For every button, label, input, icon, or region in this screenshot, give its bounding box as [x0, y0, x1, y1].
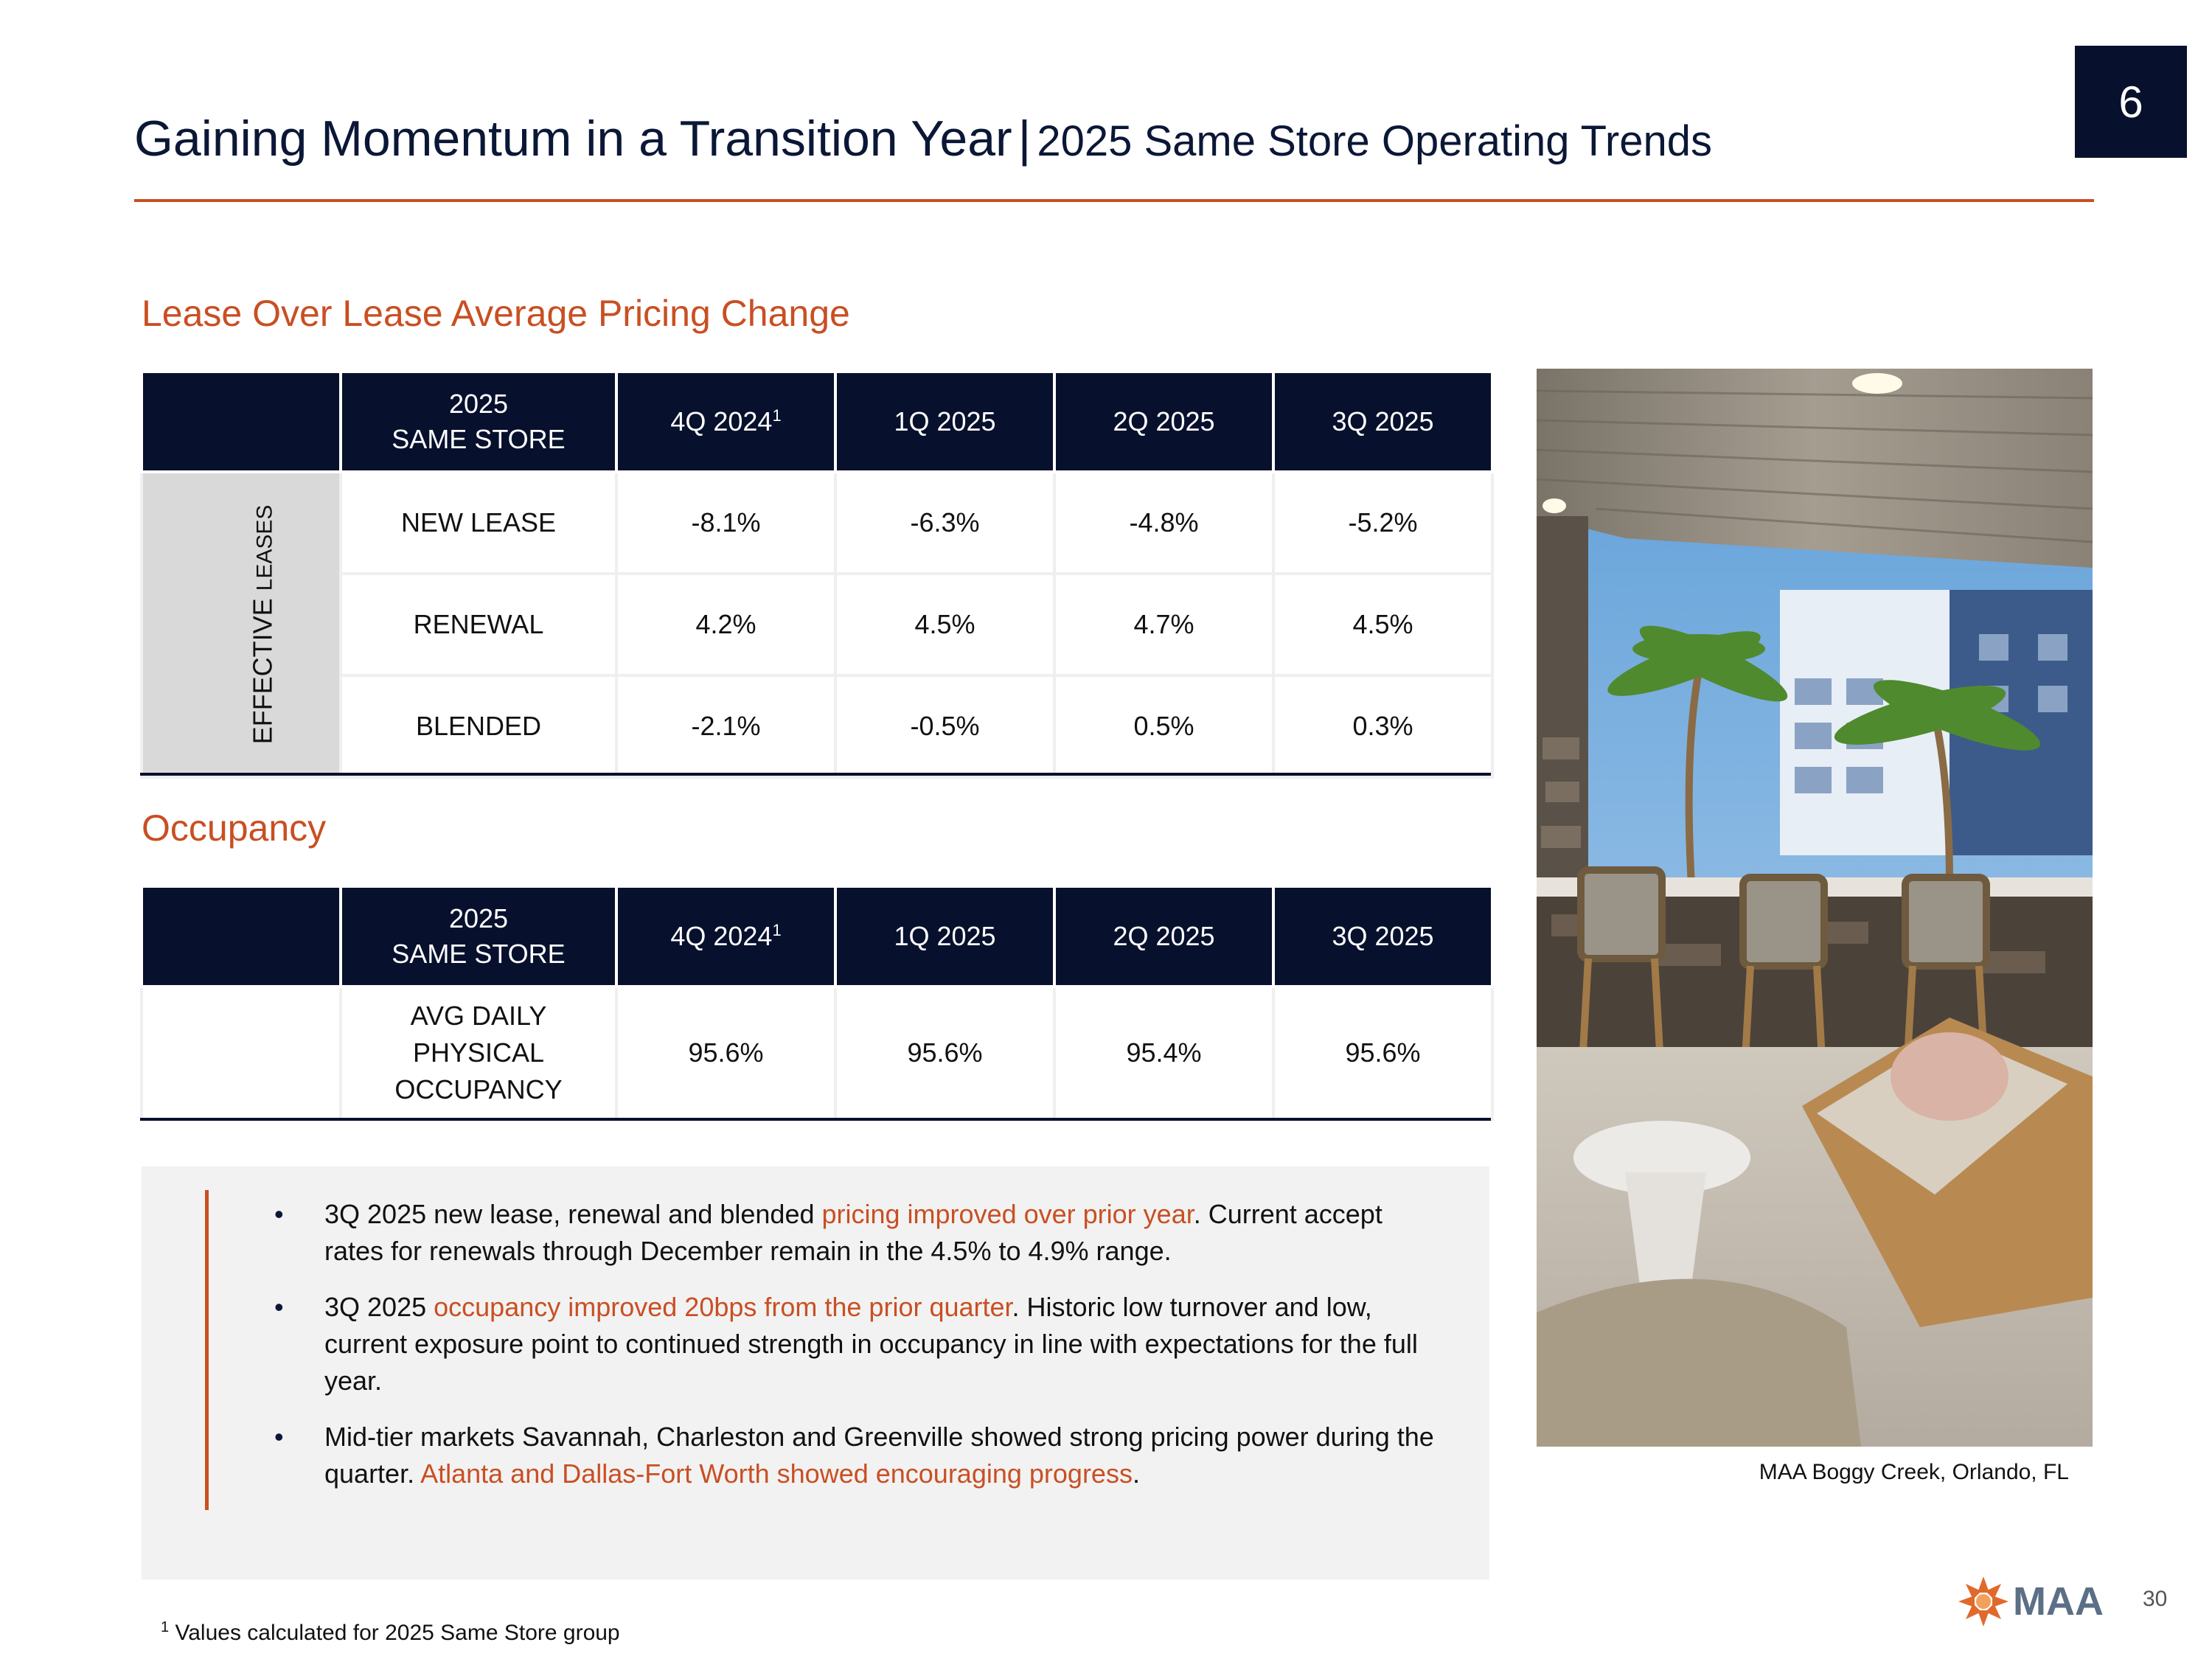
occupancy-section-heading: Occupancy — [142, 807, 327, 849]
bullet-text: 3Q 2025 new lease, renewal and blended — [324, 1199, 822, 1229]
maa-logo-text: MAA — [2013, 1579, 2104, 1624]
list-item: • Mid-tier markets Savannah, Charleston a… — [274, 1419, 1447, 1492]
bullet-highlight: Atlanta and Dallas-Fort Worth showed enc… — [420, 1458, 1133, 1489]
bullet-highlight: occupancy improved 20bps from the prior … — [434, 1292, 1012, 1322]
cell-value: 4.7% — [1053, 572, 1275, 677]
header-blank-cell — [140, 370, 342, 473]
occupancy-table-header-row: 2025 SAME STORE 4Q 20241 1Q 2025 2Q 2025 … — [140, 885, 1494, 988]
row-label: BLENDED — [339, 674, 618, 779]
cell-value: 95.4% — [1053, 985, 1275, 1121]
cell-value: 4.5% — [1272, 572, 1494, 677]
header-same-store-line2: SAME STORE — [392, 424, 566, 454]
page-title: Gaining Momentum in a Transition Year | 20… — [134, 109, 1712, 171]
cell-value: 4.2% — [615, 572, 837, 677]
table-row: EFFECTIVE LEASES NEW LEASE -8.1% -6.3% -… — [140, 470, 1494, 779]
footnote: 1 Values calculated for 2025 Same Store … — [161, 1619, 620, 1646]
lease-section-heading: Lease Over Lease Average Pricing Change — [142, 293, 850, 334]
header-4q2024: 4Q 20241 — [615, 885, 837, 988]
photo-caption: MAA Boggy Creek, Orlando, FL — [1759, 1460, 2069, 1484]
header-same-store: 2025 SAME STORE — [339, 370, 618, 473]
table-row: RENEWAL 4.2% 4.5% 4.7% 4.5% — [142, 572, 1494, 677]
title-main: Gaining Momentum in a Transition Year — [134, 111, 1012, 167]
cell-value: -2.1% — [615, 674, 837, 779]
row-label-line2: PHYSICAL — [412, 1037, 545, 1068]
side-label-small: LEASES — [252, 504, 277, 591]
cell-value: 95.6% — [834, 985, 1056, 1121]
page-number: 30 — [2143, 1587, 2168, 1611]
header-4q2024-label: 4Q 2024 — [670, 406, 773, 437]
cell-value: 0.5% — [1053, 674, 1275, 779]
cell-value: 4.5% — [834, 572, 1056, 677]
footnote-number: 1 — [161, 1619, 170, 1635]
table-row: AVG DAILY PHYSICAL OCCUPANCY 95.6% 95.6% 9… — [140, 985, 1494, 1121]
row-label: RENEWAL — [339, 572, 618, 677]
header-same-store: 2025 SAME STORE — [339, 885, 618, 988]
commentary-panel: • 3Q 2025 new lease, renewal and blended … — [142, 1166, 1489, 1579]
footnote-text: Values calculated for 2025 Same Store gr… — [175, 1621, 620, 1645]
bullet-text: Mid-tier markets Savannah, Charleston an… — [324, 1422, 1434, 1489]
bullet-text: 3Q 2025 — [324, 1292, 434, 1322]
cell-value: 0.3% — [1272, 674, 1494, 779]
bullet-highlight: pricing improved over prior year — [821, 1199, 1194, 1229]
header-4q2024: 4Q 20241 — [615, 370, 837, 473]
list-item: • 3Q 2025 occupancy improved 20bps from t… — [274, 1289, 1447, 1399]
property-photo-image — [1537, 369, 2093, 1447]
header-1q2025: 1Q 2025 — [834, 370, 1056, 473]
title-divider — [134, 199, 2094, 202]
commentary-list: • 3Q 2025 new lease, renewal and blended … — [274, 1196, 1447, 1512]
effective-leases-label: EFFECTIVE LEASES — [247, 505, 278, 745]
cell-value: 95.6% — [1272, 985, 1494, 1121]
list-item: • 3Q 2025 new lease, renewal and blended … — [274, 1196, 1447, 1270]
bullet-text: . Current accept rates for renewals thro… — [324, 1199, 1382, 1266]
lease-pricing-table: 2025 SAME STORE 4Q 20241 1Q 2025 2Q 2025 … — [140, 370, 1494, 779]
header-blank-cell — [140, 885, 342, 988]
title-subtitle: 2025 Same Store Operating Trends — [1037, 117, 1712, 165]
slide-number-badge: 6 — [2075, 46, 2187, 158]
cell-value: -8.1% — [615, 470, 837, 575]
header-2q2025: 2Q 2025 — [1053, 370, 1275, 473]
table-row: BLENDED -2.1% -0.5% 0.5% 0.3% — [142, 674, 1494, 779]
bullet-icon: • — [274, 1292, 284, 1322]
header-same-store-line2: SAME STORE — [392, 939, 566, 969]
effective-leases-label-cell: EFFECTIVE LEASES — [140, 470, 342, 779]
row-label-line3: OCCUPANCY — [394, 1074, 563, 1105]
cell-value: -0.5% — [834, 674, 1056, 779]
footnote-marker: 1 — [772, 921, 782, 939]
bullet-icon: • — [274, 1422, 284, 1452]
cell-value: -4.8% — [1053, 470, 1275, 575]
empty-label-cell — [140, 985, 342, 1121]
header-1q2025: 1Q 2025 — [834, 885, 1056, 988]
footnote-marker: 1 — [772, 406, 782, 425]
bullet-icon: • — [274, 1199, 284, 1229]
cell-value: 95.6% — [615, 985, 837, 1121]
commentary-accent-bar — [205, 1190, 209, 1510]
header-4q2024-label: 4Q 2024 — [670, 921, 773, 951]
occupancy-table: 2025 SAME STORE 4Q 20241 1Q 2025 2Q 2025 … — [140, 885, 1494, 1121]
row-label-line1: AVG DAILY — [410, 1001, 547, 1031]
header-same-store-line1: 2025 — [448, 389, 509, 419]
bullet-text: . Historic low turnover and low, current… — [324, 1292, 1418, 1396]
property-photo — [1537, 369, 2093, 1447]
lease-table-header-row: 2025 SAME STORE 4Q 20241 1Q 2025 2Q 2025 … — [140, 370, 1494, 473]
slide-number: 6 — [2118, 77, 2143, 127]
occupancy-table-bottom-rule — [140, 1118, 1491, 1121]
row-label: AVG DAILY PHYSICAL OCCUPANCY — [339, 985, 618, 1121]
side-label-main: EFFECTIVE — [247, 598, 278, 745]
bullet-text: . — [1132, 1458, 1140, 1489]
header-same-store-line1: 2025 — [448, 903, 509, 933]
maa-logo: MAA — [1957, 1573, 2113, 1630]
lease-table-bottom-rule — [140, 773, 1491, 776]
title-separator: | — [1018, 111, 1032, 167]
header-3q2025: 3Q 2025 — [1272, 885, 1494, 988]
maa-logo-icon: MAA — [1958, 1576, 2104, 1627]
cell-value: -6.3% — [834, 470, 1056, 575]
cell-value: -5.2% — [1272, 470, 1494, 575]
row-label: NEW LEASE — [339, 470, 618, 575]
header-3q2025: 3Q 2025 — [1272, 370, 1494, 473]
header-2q2025: 2Q 2025 — [1053, 885, 1275, 988]
